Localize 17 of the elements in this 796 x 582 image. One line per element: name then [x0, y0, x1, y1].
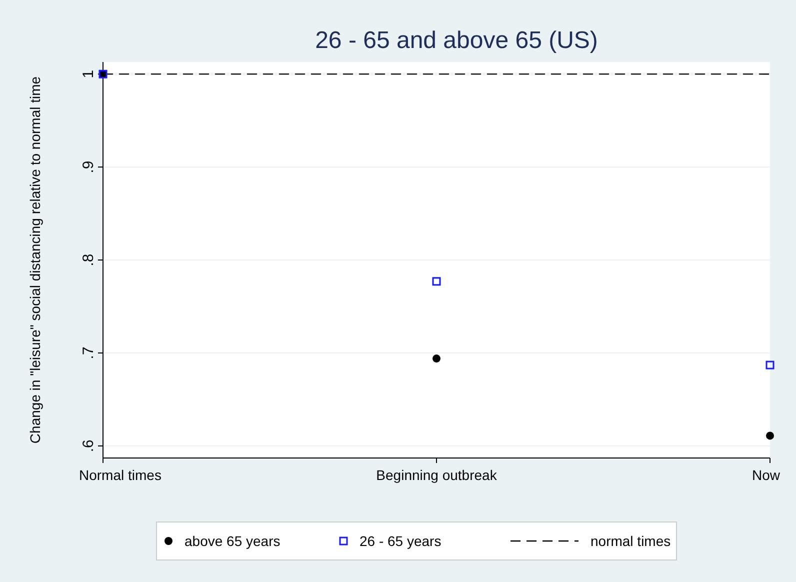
- y-tick-label: .7: [80, 346, 97, 360]
- y-tick-label: .8: [80, 254, 97, 266]
- x-tick-label: Normal times: [79, 467, 162, 483]
- point: [766, 360, 774, 370]
- legend-label: above 65 years: [184, 533, 280, 549]
- chart-title: 26 - 65 and above 65 (US): [315, 27, 598, 54]
- legend-label: normal times: [590, 533, 671, 549]
- y-tick-label: .9: [80, 160, 97, 174]
- x-tick-label: Now: [752, 467, 781, 483]
- x-tick-label: Beginning outbreak: [376, 467, 498, 483]
- y-axis-title: Change in "leisure" social distancing relative to normal time: [27, 76, 43, 444]
- point: [432, 277, 441, 286]
- legend-label: 26 - 65 years: [360, 533, 442, 549]
- point: [766, 432, 774, 440]
- y-tick-label: 1: [80, 70, 97, 78]
- y-tick-label: .6: [80, 440, 97, 452]
- point: [432, 354, 440, 363]
